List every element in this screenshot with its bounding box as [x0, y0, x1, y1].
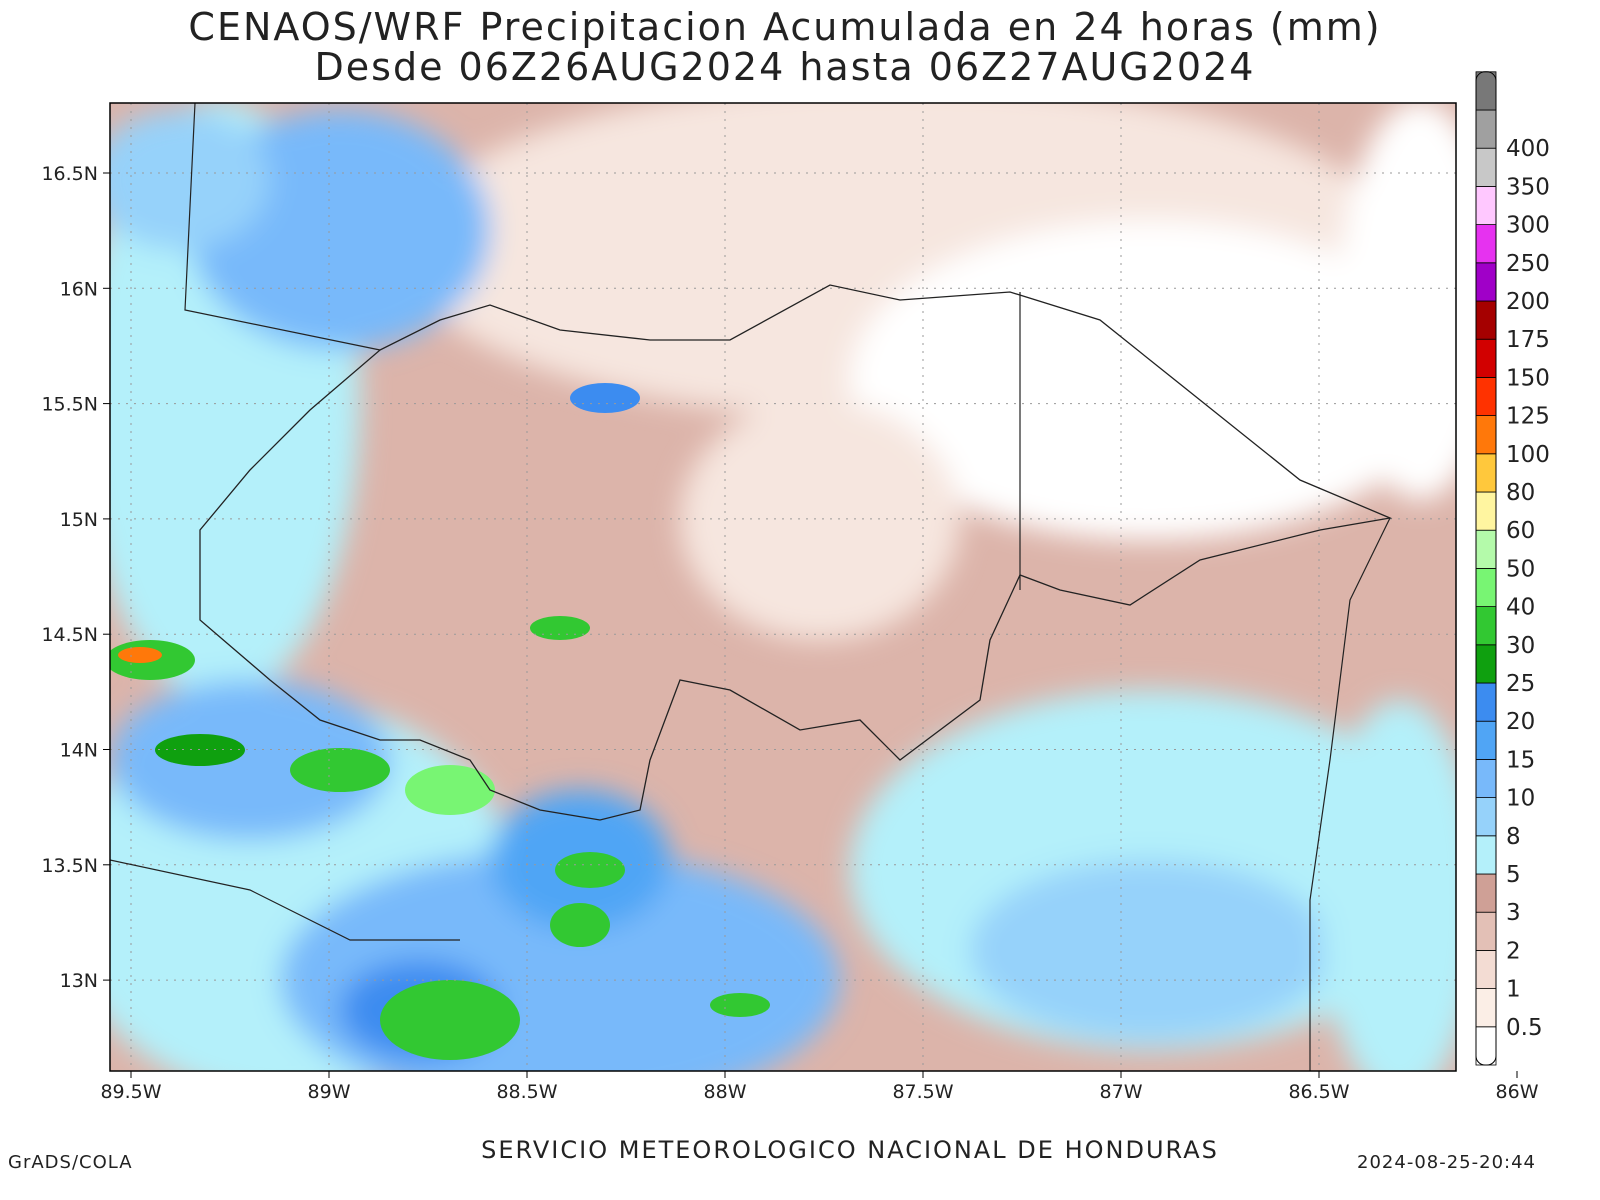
lat-label: 14N — [60, 740, 98, 762]
rain-cell — [290, 748, 390, 792]
rain-cell — [118, 647, 162, 663]
colorbar-swatch — [1475, 147, 1497, 187]
title: CENAOS/WRF Precipitacion Acumulada en 24… — [188, 5, 1381, 49]
colorbar-swatch — [1475, 797, 1497, 837]
colorbar-label: 5 — [1506, 862, 1521, 888]
colorbar-swatch — [1475, 950, 1497, 990]
colorbar-label: 175 — [1506, 327, 1550, 353]
colorbar-swatch — [1475, 185, 1497, 225]
colorbar-label: 350 — [1506, 174, 1550, 200]
rain-cell — [405, 765, 495, 815]
colorbar-frame — [1475, 71, 1497, 1066]
colorbar-label: 300 — [1506, 213, 1550, 239]
colorbar-swatch — [1475, 338, 1497, 378]
subtitle: Desde 06Z26AUG2024 hasta 06Z27AUG2024 — [315, 45, 1256, 89]
colorbar-swatch — [1475, 759, 1497, 799]
colorbar-label: 60 — [1506, 518, 1535, 544]
rain-cell — [530, 616, 590, 640]
rain-cell — [550, 903, 610, 947]
colorbar-swatch — [1475, 682, 1497, 722]
colorbar-swatch — [1475, 224, 1497, 264]
colorbar-label: 15 — [1506, 747, 1535, 773]
colorbar-label: 25 — [1506, 671, 1535, 697]
colorbar-label: 125 — [1506, 404, 1550, 430]
colorbar-label: 150 — [1506, 365, 1550, 391]
colorbar-label: 10 — [1506, 786, 1535, 812]
colorbar-label: 400 — [1506, 136, 1550, 162]
colorbar-swatch — [1475, 988, 1497, 1028]
lat-label: 15.5N — [41, 394, 98, 416]
colorbar-label: 250 — [1506, 251, 1550, 277]
lat-label: 15N — [60, 509, 98, 531]
footer-right: 2024-08-25-20:44 — [1357, 1152, 1536, 1173]
rain-cell — [555, 852, 625, 888]
colorbar-swatch — [1475, 491, 1497, 531]
colorbar-label: 0.5 — [1506, 1015, 1543, 1041]
lon-label: 88W — [704, 1081, 747, 1103]
plot-frame — [109, 102, 1457, 1072]
colorbar-swatch — [1475, 453, 1497, 493]
rain-cell — [380, 980, 520, 1060]
colorbar-swatch — [1475, 835, 1497, 875]
colorbar-label: 2 — [1506, 938, 1521, 964]
colorbar-label: 100 — [1506, 442, 1550, 468]
colorbar-swatch — [1475, 606, 1497, 646]
lon-label: 88.5W — [496, 1081, 557, 1103]
borders — [110, 103, 1391, 1071]
colorbar-swatch — [1475, 720, 1497, 760]
colorbar-swatch — [1475, 873, 1497, 913]
colorbar-swatch — [1475, 1026, 1497, 1066]
colorbar-swatch — [1475, 300, 1497, 340]
lat-label: 16.5N — [41, 163, 98, 185]
colorbar-label: 1 — [1506, 977, 1521, 1003]
lat-label: 13N — [60, 970, 98, 992]
rain-cell — [570, 383, 640, 413]
colorbar-swatch — [1475, 644, 1497, 684]
colorbar-swatch — [1475, 415, 1497, 455]
lon-label: 89W — [308, 1081, 351, 1103]
footer-center: SERVICIO METEOROLOGICO NACIONAL DE HONDU… — [481, 1136, 1219, 1164]
colorbar-swatch — [1475, 376, 1497, 416]
colorbar-label: 40 — [1506, 595, 1535, 621]
colorbar-label: 80 — [1506, 480, 1535, 506]
lon-label: 89.5W — [100, 1081, 161, 1103]
colorbar-label: 30 — [1506, 633, 1535, 659]
lat-label: 14.5N — [41, 624, 98, 646]
colorbar-label: 8 — [1506, 824, 1521, 850]
colorbar-swatch — [1475, 71, 1497, 111]
colorbar-label: 50 — [1506, 556, 1535, 582]
colorbar-swatch — [1475, 568, 1497, 608]
lat-label: 16N — [60, 278, 98, 300]
lon-label: 87W — [1100, 1081, 1143, 1103]
footer-left: GrADS/COLA — [8, 1152, 133, 1173]
colorbar-label: 200 — [1506, 289, 1550, 315]
lon-label: 86.5W — [1288, 1081, 1349, 1103]
precip-field — [110, 103, 1456, 1071]
colorbar-label: 3 — [1506, 900, 1521, 926]
colorbar-swatch — [1475, 109, 1497, 149]
colorbar-swatch — [1475, 262, 1497, 302]
lon-label: 87.5W — [892, 1081, 953, 1103]
colorbar-swatch — [1475, 529, 1497, 569]
colorbar-swatch — [1475, 911, 1497, 951]
lon-label: 86W — [1496, 1081, 1539, 1103]
rain-cell — [710, 993, 770, 1017]
lat-label: 13.5N — [41, 855, 98, 877]
colorbar-label: 20 — [1506, 709, 1535, 735]
country-border — [199, 284, 1393, 821]
